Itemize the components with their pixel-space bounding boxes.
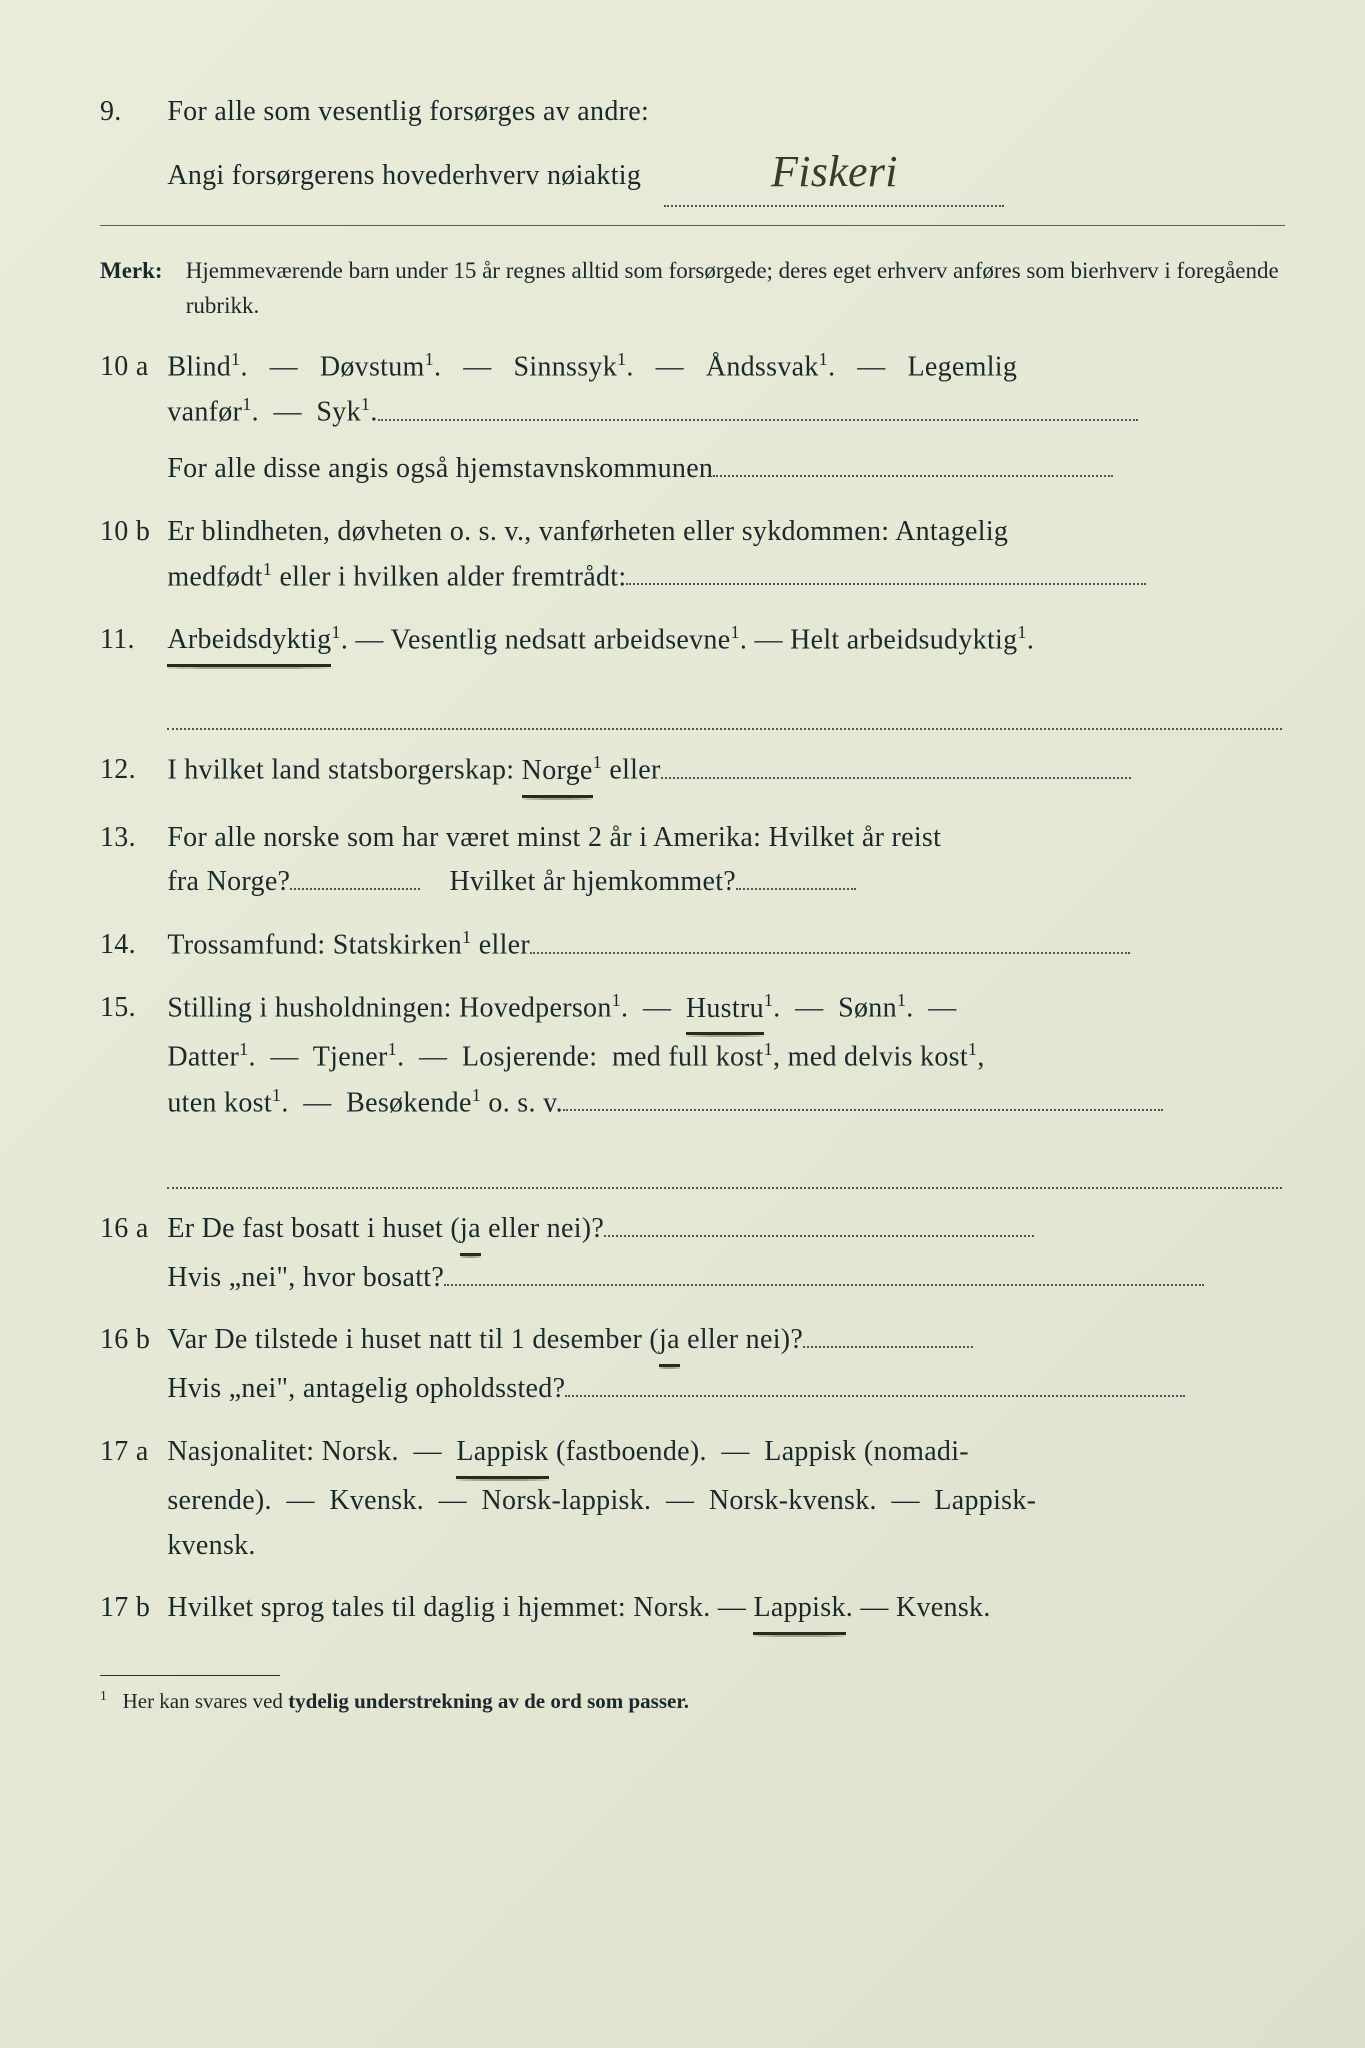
q16b-text-a: Var De tilstede i huset natt til 1 desem… [167,1324,649,1355]
q10a-number: 10 a [100,345,160,390]
q15-tail: o. s. v. [488,1087,562,1118]
q17a: 17 a Nasjonalitet: Norsk. — Lappisk (fas… [100,1430,1285,1568]
q14-text-a: Trossamfund: Statskirken [167,930,462,961]
q15: 15. Stilling i husholdningen: Hovedperso… [100,986,1285,1189]
q9-handwritten: Fiskeri [771,147,898,196]
footnote-marker: 1 [100,1688,107,1703]
q15-lead: Stilling i husholdningen: [167,993,459,1024]
q10a-opt: Åndssvak [706,352,819,383]
q17a-number: 17 a [100,1430,160,1475]
q16b-number: 16 b [100,1318,160,1363]
q15-opt: Tjener [313,1042,388,1073]
q10a-opt: Sinnssyk [513,352,617,383]
q17a-body: Nasjonalitet: Norsk. — Lappisk (fastboen… [167,1430,1282,1568]
q16a: 16 a Er De fast bosatt i huset (ja eller… [100,1207,1285,1301]
q17a-opt: Norsk. [322,1436,399,1467]
q10b-number: 10 b [100,510,160,555]
q17b-body: Hvilket sprog tales til daglig i hjemmet… [167,1586,1282,1635]
merk-text: Hjemmeværende barn under 15 år regnes al… [186,254,1281,323]
q12-number: 12. [100,748,160,793]
q14-body: Trossamfund: Statskirken1 eller [167,923,1282,968]
q10b: 10 b Er blindheten, døvheten o. s. v., v… [100,510,1285,600]
q15-besok: Besøkende [346,1087,472,1118]
q13-text-c: Hvilket år hjemkommet? [450,866,737,897]
q17a-opt: Norsk-kvensk. [709,1485,877,1516]
q11-opt: Helt arbeidsudyktig [790,624,1017,655]
q17b-number: 17 b [100,1586,160,1631]
q12-text-c: eller [609,755,660,786]
form-page: 9. For alle som vesentlig forsørges av a… [0,0,1365,2048]
q9-number: 9. [100,90,160,135]
q10a-tail: For alle disse angis også hjemstavnskomm… [167,453,713,484]
q10b-body: Er blindheten, døvheten o. s. v., vanfør… [167,510,1282,600]
q15-los-opt: uten kost [167,1087,272,1118]
q12-body: I hvilket land statsborgerskap: Norge1 e… [167,748,1282,797]
footnote: 1 Her kan svares ved tydelig understrekn… [100,1688,1285,1714]
q16a-text-b: Hvis „nei", hvor bosatt? [167,1262,444,1293]
footnote-text: Her kan svares ved tydelig understreknin… [123,1689,689,1713]
footnote-rule [100,1675,280,1676]
q10b-text-c: eller i hvilken alder fremtrådt: [279,561,626,592]
q17a-lead: Nasjonalitet: [167,1436,321,1467]
q16b-ja: ja [659,1318,680,1367]
q12: 12. I hvilket land statsborgerskap: Norg… [100,748,1285,797]
q17b-opt-selected: Lappisk [753,1586,845,1635]
q17a-opt-selected: Lappisk [456,1430,548,1479]
q17b-opt: Norsk. [633,1592,710,1623]
q15-body: Stilling i husholdningen: Hovedperson1. … [167,986,1282,1189]
q9-answer-field[interactable]: Fiskeri [664,135,1004,207]
q13-number: 13. [100,816,160,861]
q16a-text-a: Er De fast bosatt i huset [167,1213,450,1244]
q16b-body: Var De tilstede i huset natt til 1 desem… [167,1318,1282,1412]
q13: 13. For alle norske som har været minst … [100,816,1285,906]
q15-opt: Sønn [838,993,897,1024]
q10a-opt: Blind [167,352,231,383]
divider [100,225,1285,226]
q15-opt: Datter [167,1042,239,1073]
q9-line2-label: Angi forsørgerens hovederhverv nøiaktig [167,160,641,191]
q17a-opt: Norsk-lappisk. [482,1485,652,1516]
q12-norge: Norge [522,749,593,798]
merk-label: Merk: [100,254,180,289]
q16a-number: 16 a [100,1207,160,1252]
q16a-body: Er De fast bosatt i huset (ja eller nei)… [167,1207,1282,1301]
q11-body: Arbeidsdyktig1. — Vesentlig nedsatt arbe… [167,618,1282,730]
q9: 9. For alle som vesentlig forsørges av a… [100,90,1285,207]
q10a: 10 a Blind1. — Døvstum1. — Sinnssyk1. — … [100,345,1285,492]
q10b-text-b: medfødt [167,561,262,592]
q15-los-opt: med full kost [612,1042,764,1073]
q12-text-a: I hvilket land statsborgerskap: [167,755,521,786]
q16a-ja: ja [460,1207,481,1256]
q15-opt-selected: Hustru [686,987,764,1036]
q17b-opt: Kvensk. [896,1592,991,1623]
q13-body: For alle norske som har været minst 2 år… [167,816,1282,906]
q16b-text-b: Hvis „nei", antagelig opholdssted? [167,1373,565,1404]
q15-los-opt: med delvis kost [788,1042,968,1073]
q14-number: 14. [100,923,160,968]
q9-line1: For alle som vesentlig forsørges av andr… [167,96,649,127]
q10a-opt: Døvstum [320,352,425,383]
q11-number: 11. [100,618,160,663]
q11-opt: Vesentlig nedsatt arbeidsevne [391,624,731,655]
q15-opt: Hovedperson [459,993,612,1024]
q17b: 17 b Hvilket sprog tales til daglig i hj… [100,1586,1285,1635]
q13-text-b: fra Norge? [167,866,290,897]
merk-note: Merk: Hjemmeværende barn under 15 år reg… [100,254,1285,323]
q11-opt-selected: Arbeidsdyktig [167,618,331,667]
q13-text-a: For alle norske som har været minst 2 år… [167,822,941,853]
q10a-body: Blind1. — Døvstum1. — Sinnssyk1. — Åndss… [167,345,1282,492]
q9-body: For alle som vesentlig forsørges av andr… [167,90,1282,207]
q15-number: 15. [100,986,160,1031]
q11: 11. Arbeidsdyktig1. — Vesentlig nedsatt … [100,618,1285,730]
q15-los-label: Losjerende: [462,1042,597,1073]
q10a-opt: Syk [316,397,360,428]
q14-text-b: eller [479,930,530,961]
q10b-text-a: Er blindheten, døvheten o. s. v., vanfør… [167,516,1008,547]
q17a-opt: Kvensk. [329,1485,424,1516]
q17b-lead: Hvilket sprog tales til daglig i hjemmet… [167,1592,633,1623]
q14: 14. Trossamfund: Statskirken1 eller [100,923,1285,968]
q16b: 16 b Var De tilstede i huset natt til 1 … [100,1318,1285,1412]
